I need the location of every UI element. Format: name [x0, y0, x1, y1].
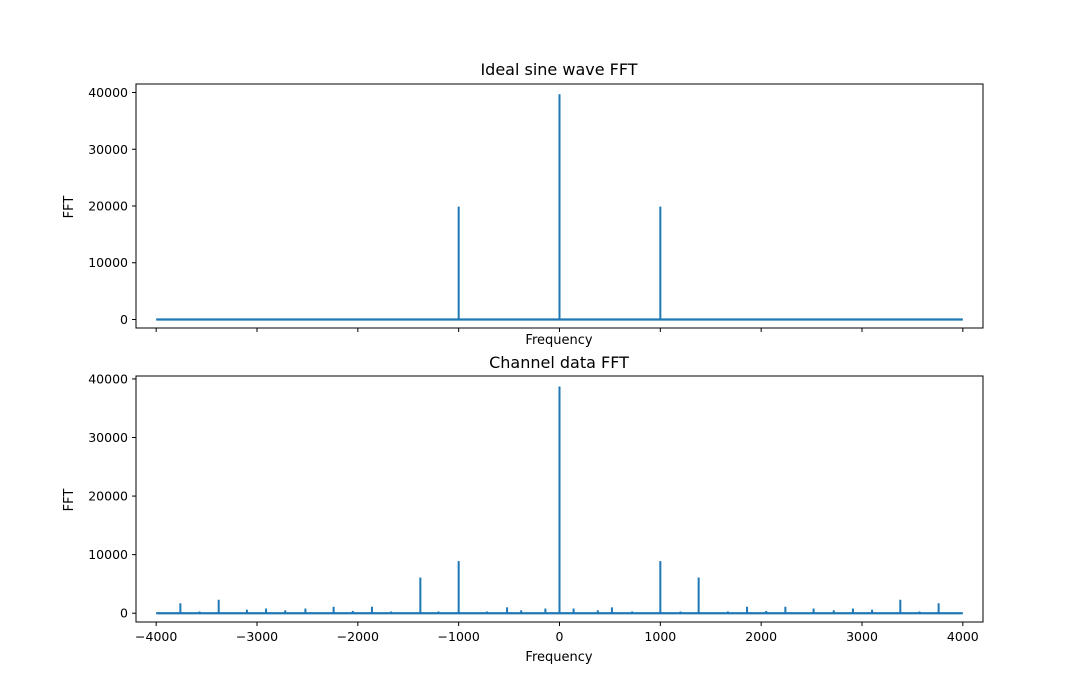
subplot-ideal-sine-fft: Ideal sine wave FFT Frequency FFT 0 10000…	[62, 60, 984, 348]
y-tick-label: 40000	[88, 371, 128, 386]
subplot-channel-data-fft: Channel data FFT Frequency FFT 010000200…	[62, 353, 984, 665]
x-tick-label: −3000	[236, 629, 278, 644]
y-axis-label: FFT	[62, 196, 77, 219]
x-tick-label: −1000	[438, 629, 480, 644]
y-tick-label: 30000	[88, 142, 128, 157]
y-tick-label: 30000	[88, 430, 128, 445]
y-tick-label: 20000	[88, 199, 128, 214]
x-tick-label: 0	[556, 629, 564, 644]
x-tick-label: 2000	[745, 629, 777, 644]
x-tick-label: 4000	[947, 629, 979, 644]
y-tick-label: 20000	[88, 489, 128, 504]
plot-area	[156, 94, 963, 321]
y-tick-label: 0	[120, 606, 128, 621]
y-tick-label: 10000	[88, 547, 128, 562]
x-tick-label: −2000	[337, 629, 379, 644]
y-tick-label: 10000	[88, 255, 128, 270]
x-axis-label: Frequency	[525, 333, 592, 348]
x-tick-label: 1000	[644, 629, 676, 644]
x-tick-label: −4000	[135, 629, 177, 644]
subplot-title: Ideal sine wave FFT	[480, 60, 637, 79]
y-axis-label: FFT	[62, 489, 77, 512]
x-axis-label: Frequency	[525, 650, 592, 665]
plot-area	[156, 386, 963, 615]
subplot-title: Channel data FFT	[489, 353, 629, 372]
x-tick-label: 3000	[846, 629, 878, 644]
y-tick-label: 0	[120, 312, 128, 327]
y-tick-label: 40000	[88, 85, 128, 100]
